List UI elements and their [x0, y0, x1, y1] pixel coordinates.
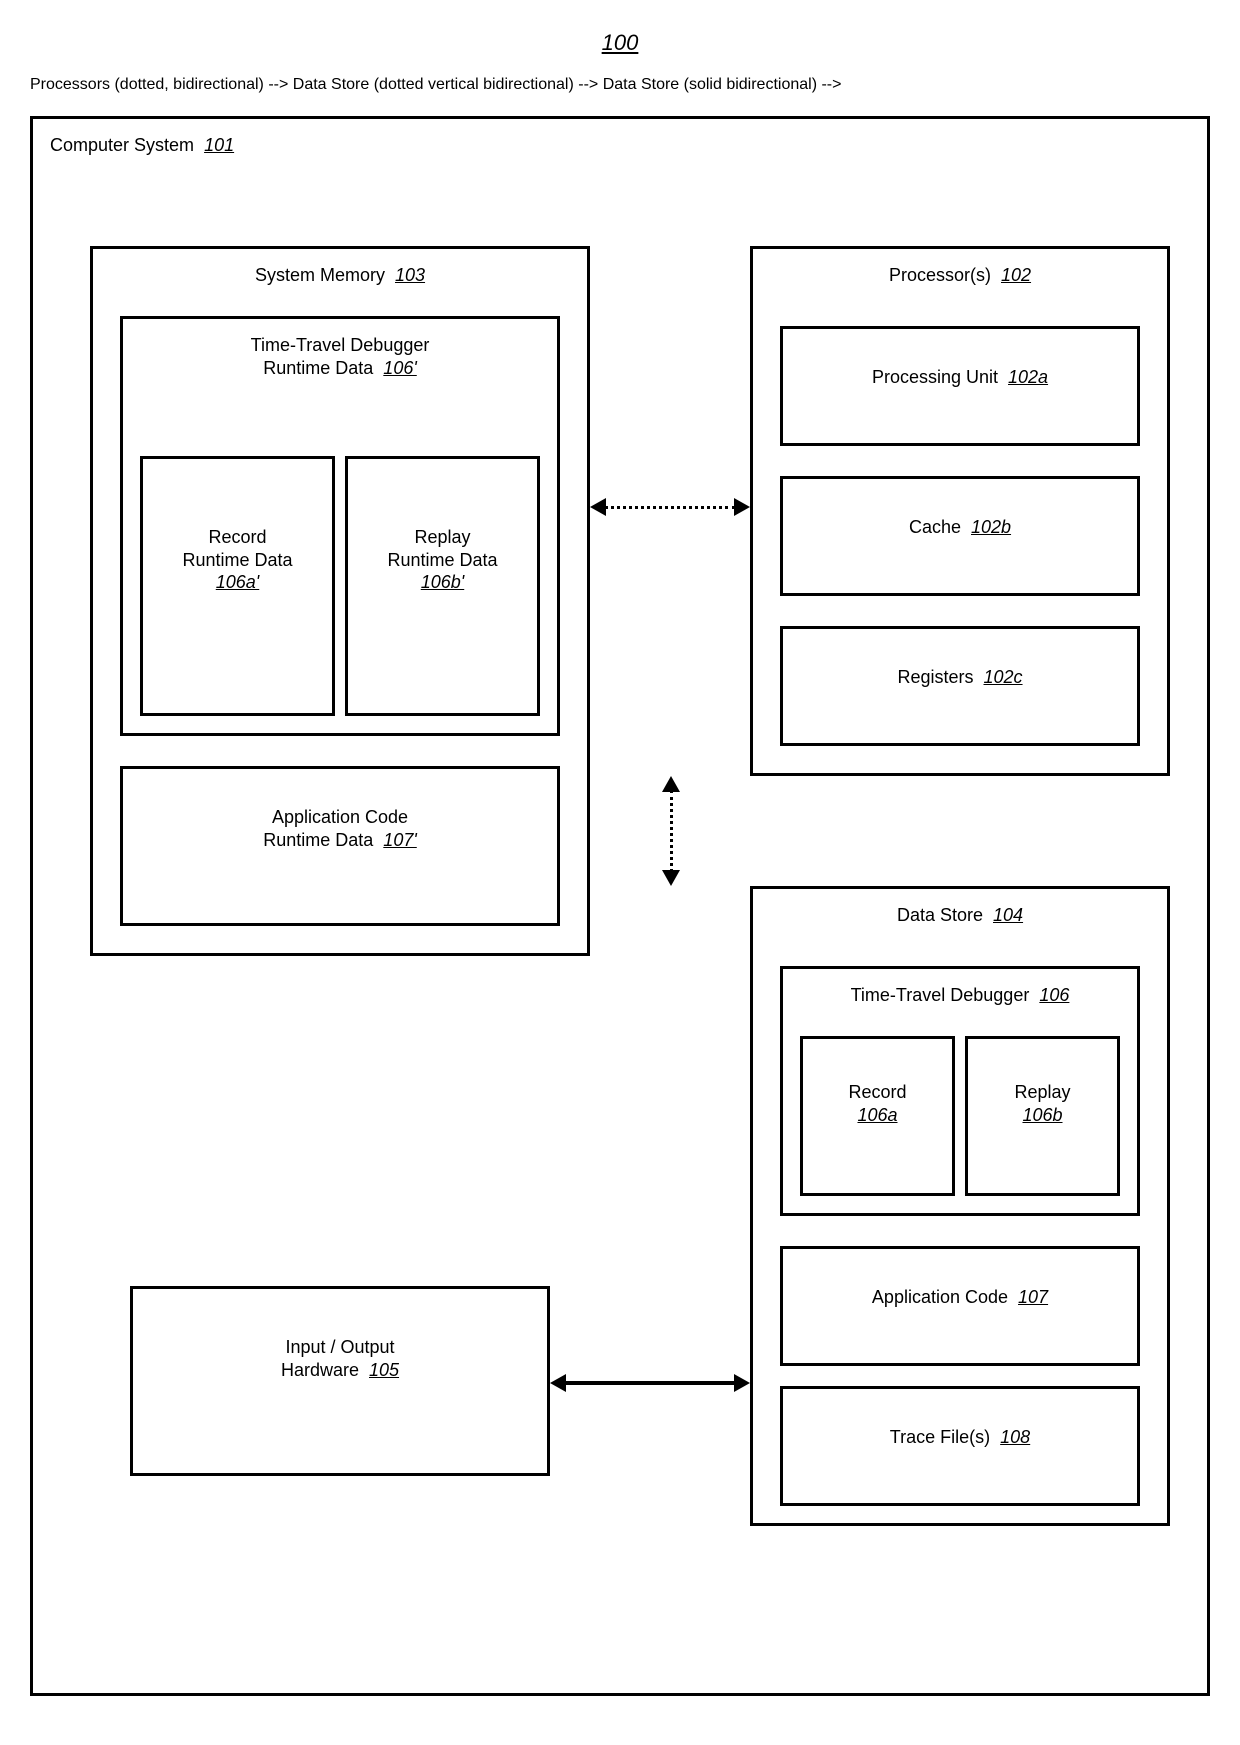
- computer-system-label: Computer System 101: [50, 134, 234, 157]
- sm-ttd-line2: Runtime Data: [263, 358, 373, 378]
- sm-record-label: Record Runtime Data 106a': [182, 526, 292, 594]
- processing-unit-ref: 102a: [1008, 367, 1048, 387]
- system-memory-ref: 103: [395, 265, 425, 285]
- sm-record-line2: Runtime Data: [182, 550, 292, 570]
- sm-record-line1: Record: [208, 527, 266, 547]
- computer-system-text: Computer System: [50, 135, 194, 155]
- ds-replay-text: Replay: [1014, 1082, 1070, 1102]
- io-hardware-box: [130, 1286, 550, 1476]
- ds-trace-ref: 108: [1000, 1427, 1030, 1447]
- sm-replay-label: Replay Runtime Data 106b': [387, 526, 497, 594]
- system-memory-label: System Memory 103: [255, 264, 425, 287]
- sm-appcode-ref: 107': [383, 830, 416, 850]
- sm-appcode-line1: Application Code: [272, 807, 408, 827]
- cache-ref: 102b: [971, 517, 1011, 537]
- figure-reference: 100: [30, 30, 1210, 56]
- processing-unit-label: Processing Unit 102a: [872, 366, 1048, 389]
- diagram-canvas: Computer System 101 System Memory 103 Ti…: [30, 76, 1210, 1696]
- registers-text: Registers: [897, 667, 973, 687]
- sm-replay-line2: Runtime Data: [387, 550, 497, 570]
- io-line1: Input / Output: [285, 1337, 394, 1357]
- ds-ttd-ref: 106: [1039, 985, 1069, 1005]
- sm-appcode-label: Application Code Runtime Data 107': [263, 806, 417, 851]
- sm-replay-ref: 106b': [421, 572, 464, 592]
- computer-system-ref: 101: [204, 135, 234, 155]
- data-store-label: Data Store 104: [897, 904, 1023, 927]
- ds-replay-label: Replay 106b: [1014, 1081, 1070, 1126]
- processors-ref: 102: [1001, 265, 1031, 285]
- ds-record-text: Record: [848, 1082, 906, 1102]
- ds-ttd-text: Time-Travel Debugger: [851, 985, 1030, 1005]
- arrowhead-icon: [590, 498, 606, 516]
- ds-appcode-text: Application Code: [872, 1287, 1008, 1307]
- cache-label: Cache 102b: [909, 516, 1011, 539]
- arrowhead-icon: [662, 870, 680, 886]
- data-store-ref: 104: [993, 905, 1023, 925]
- registers-ref: 102c: [984, 667, 1023, 687]
- connector-io-datastore: [564, 1381, 736, 1385]
- arrowhead-icon: [734, 498, 750, 516]
- connector-proc-datastore: [670, 790, 673, 872]
- io-ref: 105: [369, 1360, 399, 1380]
- system-memory-text: System Memory: [255, 265, 385, 285]
- connector-sysmem-proc: [604, 506, 736, 509]
- io-line2: Hardware: [281, 1360, 359, 1380]
- processors-label: Processor(s) 102: [889, 264, 1031, 287]
- registers-label: Registers 102c: [897, 666, 1022, 689]
- sm-record-ref: 106a': [216, 572, 259, 592]
- ds-record-ref: 106a: [857, 1105, 897, 1125]
- ds-trace-label: Trace File(s) 108: [890, 1426, 1030, 1449]
- sm-ttd-ref: 106': [383, 358, 416, 378]
- processors-text: Processor(s): [889, 265, 991, 285]
- sm-appcode-line2: Runtime Data: [263, 830, 373, 850]
- sm-ttd-line1: Time-Travel Debugger: [251, 335, 430, 355]
- sm-replay-line1: Replay: [414, 527, 470, 547]
- figure-ref-number: 100: [602, 30, 639, 55]
- ds-trace-text: Trace File(s): [890, 1427, 990, 1447]
- io-hardware-label: Input / Output Hardware 105: [281, 1336, 399, 1381]
- arrowhead-icon: [734, 1374, 750, 1392]
- ds-appcode-ref: 107: [1018, 1287, 1048, 1307]
- arrowhead-icon: [662, 776, 680, 792]
- sm-ttd-label: Time-Travel Debugger Runtime Data 106': [251, 334, 430, 379]
- processing-unit-text: Processing Unit: [872, 367, 998, 387]
- ds-ttd-label: Time-Travel Debugger 106: [851, 984, 1070, 1007]
- arrowhead-icon: [550, 1374, 566, 1392]
- data-store-text: Data Store: [897, 905, 983, 925]
- ds-replay-ref: 106b: [1022, 1105, 1062, 1125]
- ds-appcode-label: Application Code 107: [872, 1286, 1048, 1309]
- ds-record-label: Record 106a: [848, 1081, 906, 1126]
- cache-text: Cache: [909, 517, 961, 537]
